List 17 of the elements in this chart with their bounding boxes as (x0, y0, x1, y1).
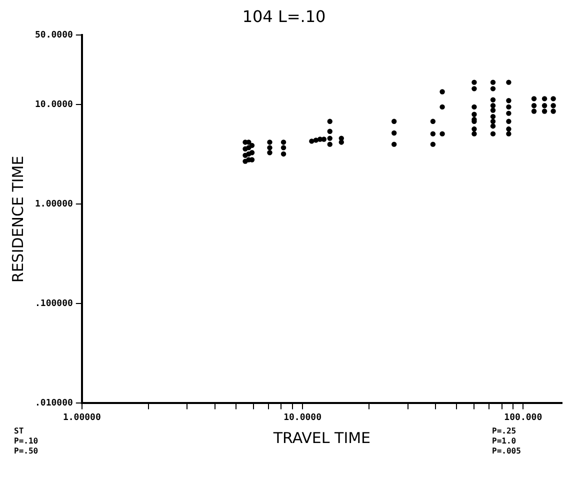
y-tick-label: .100000 (34, 299, 73, 310)
text: P=.005 (492, 446, 522, 456)
x-tick-label: 100.000 (504, 412, 542, 423)
text: ST (14, 426, 24, 436)
x-axis-title: TRAVEL TIME (272, 428, 371, 447)
text: P=1.0 (492, 436, 516, 446)
x-tick-label: 1.00000 (62, 412, 101, 423)
y-axis-title: RESIDENCE TIME (8, 156, 27, 283)
y-tick-label: .010000 (34, 398, 73, 409)
y-tick-label: 10.0000 (34, 100, 73, 110)
x-tick-label: 10.0000 (284, 412, 322, 423)
text: P=.25 (492, 426, 516, 436)
text: P=.10 (14, 436, 38, 446)
y-tick-label: 50.0000 (34, 30, 73, 41)
text: P=.50 (14, 446, 38, 456)
y-tick-label: 1.00000 (34, 200, 73, 210)
chart-title: 104 L=.10 (242, 6, 326, 26)
